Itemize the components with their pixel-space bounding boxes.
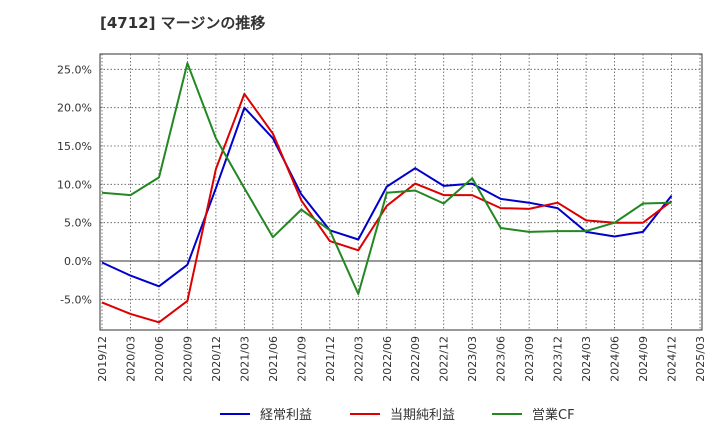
x-tick-labels: 2019/12 2020/03 2020/06 2020/09 2020/12 2021/… — [96, 336, 707, 382]
x-tick-label: 2020/12 — [210, 336, 223, 382]
x-tick-label: 2020/03 — [124, 336, 137, 382]
x-tick-label: 2023/09 — [523, 336, 536, 382]
y-tick-label: -5.0% — [60, 293, 92, 306]
legend-label: 当期純利益 — [390, 408, 455, 423]
x-tick-label: 2024/03 — [580, 336, 593, 382]
series-line — [101, 62, 672, 295]
y-tick-label: 15.0% — [57, 140, 92, 153]
x-tick-label: 2020/06 — [153, 336, 166, 382]
x-tick-label: 2022/09 — [409, 336, 422, 382]
x-tick-label: 2021/06 — [267, 336, 280, 382]
x-tick-label: 2023/03 — [466, 336, 479, 382]
y-tick-label: 25.0% — [57, 63, 92, 76]
legend-label: 営業CF — [532, 407, 575, 423]
legend-label: 経常利益 — [260, 408, 312, 423]
x-tick-label: 2023/06 — [495, 336, 508, 382]
y-tick-label: 0.0% — [64, 255, 92, 268]
x-tick-label: 2021/12 — [324, 336, 337, 382]
series-lines — [101, 62, 673, 324]
x-tick-label: 2023/12 — [552, 336, 565, 382]
chart-title: [4712] マージンの推移 — [100, 14, 266, 32]
x-tick-label: 2022/03 — [352, 336, 365, 382]
x-tick-label: 2021/03 — [238, 336, 251, 382]
x-tick-label: 2022/06 — [381, 336, 394, 382]
x-tick-label: 2024/06 — [609, 336, 622, 382]
series-line — [101, 92, 673, 324]
y-tick-label: 10.0% — [57, 178, 92, 191]
x-tick-label: 2020/09 — [181, 336, 194, 382]
x-tick-label: 2024/09 — [637, 336, 650, 382]
legend: 経常利益 当期純利益 営業CF — [220, 407, 575, 423]
x-tick-label: 2022/12 — [438, 336, 451, 382]
x-tick-label: 2024/12 — [666, 336, 679, 382]
grid-lines — [100, 54, 702, 330]
x-tick-label: 2025/03 — [694, 336, 707, 382]
y-tick-label: 5.0% — [64, 217, 92, 230]
x-tick-label: 2019/12 — [96, 336, 109, 382]
y-tick-label: 20.0% — [57, 102, 92, 115]
x-tick-label: 2021/09 — [295, 336, 308, 382]
y-tick-labels: -5.0% 0.0% 5.0% 10.0% 15.0% 20.0% 25.0% — [57, 63, 92, 306]
series-line — [101, 106, 673, 288]
